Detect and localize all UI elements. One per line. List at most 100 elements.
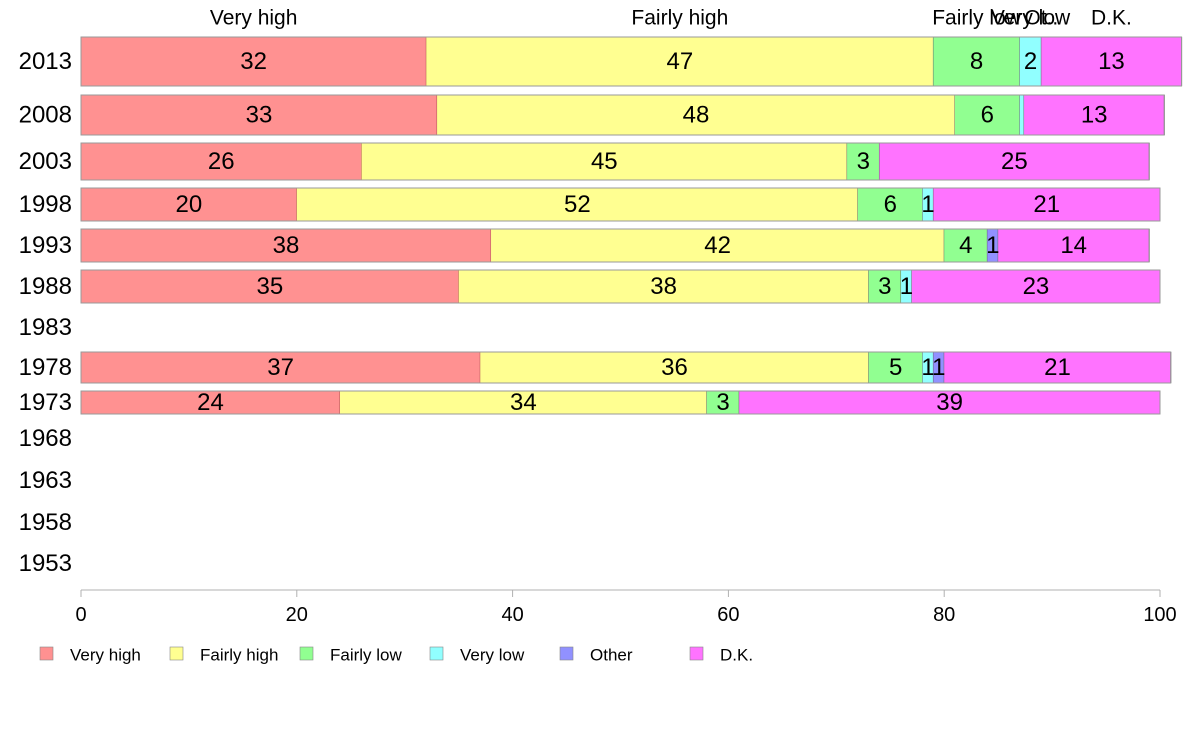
bar-2013-series-1 xyxy=(426,37,934,86)
data-label-2008-series-0: 33 xyxy=(246,102,273,129)
bar-2008-series-0 xyxy=(81,95,438,135)
data-label-2008-series-2: 6 xyxy=(981,102,994,129)
data-label-1993-series-1: 42 xyxy=(704,232,731,259)
bar-1988-series-0 xyxy=(81,270,459,303)
bar-1998-series-1 xyxy=(296,188,858,221)
bar-1978-series-0 xyxy=(81,352,481,383)
bar-outline-2003 xyxy=(80,142,1150,181)
legend-swatch-2 xyxy=(299,646,314,661)
data-label-2008-series-1: 48 xyxy=(683,102,710,129)
bar-1993-series-2 xyxy=(944,229,988,262)
data-label-1978-series-2: 5 xyxy=(889,354,902,381)
x-axis: 0 20 40 60 80 100 xyxy=(75,589,1177,626)
data-label-1988-series-0: 35 xyxy=(256,273,283,300)
data-label-1998-series-3: 1 xyxy=(921,191,934,218)
year-label-2003: 2003 xyxy=(19,148,72,175)
bar-outline-2008 xyxy=(80,94,1165,136)
year-label-1973: 1973 xyxy=(19,389,72,416)
data-label-1973-series-2: 3 xyxy=(716,389,729,416)
year-label-1978: 1978 xyxy=(19,354,72,381)
bar-1988-series-5 xyxy=(911,270,1160,303)
year-label-1953: 1953 xyxy=(19,550,72,577)
bar-1988-series-2 xyxy=(868,270,902,303)
data-label-1978-series-3: 1 xyxy=(921,354,934,381)
bar-2003-series-1 xyxy=(361,143,848,180)
bar-2008-series-2 xyxy=(954,95,1020,135)
bar-outline-1978 xyxy=(80,351,1172,384)
bar-outline-2013 xyxy=(80,36,1183,87)
year-label-1958: 1958 xyxy=(19,509,72,536)
year-label-1998: 1998 xyxy=(19,191,72,218)
bar-2013-series-3 xyxy=(1019,37,1042,86)
data-label-1988-series-2: 3 xyxy=(878,273,891,300)
data-label-1998-series-2: 6 xyxy=(884,191,897,218)
x-tick-label-40: 40 xyxy=(501,604,523,626)
legend-label-0: Very high xyxy=(70,646,141,665)
top-label-4: Ot.. xyxy=(1024,7,1058,30)
x-tick-label-20: 20 xyxy=(286,604,308,626)
year-labels: 2013 2008 2003 1998 1993 1988 1983 1978 1973 1968… xyxy=(19,48,72,577)
bar-outline-1988 xyxy=(80,269,1161,304)
x-tick-label-80: 80 xyxy=(933,604,955,626)
legend-label-5: D.K. xyxy=(720,646,753,665)
bar-1993-series-5 xyxy=(998,229,1150,262)
data-label-1993-series-0: 38 xyxy=(273,232,300,259)
data-label-2003-series-5: 25 xyxy=(1001,148,1028,175)
data-label-2013-series-1: 47 xyxy=(666,48,693,75)
bar-1998-series-5 xyxy=(933,188,1160,221)
year-label-1963: 1963 xyxy=(19,467,72,494)
year-label-1983: 1983 xyxy=(19,314,72,341)
legend-label-1: Fairly high xyxy=(200,646,278,665)
bar-2008-series-1 xyxy=(437,95,955,135)
bar-outline-1993 xyxy=(80,228,1150,263)
bar-1978-series-4 xyxy=(933,352,945,383)
bar-1998-series-2 xyxy=(857,188,923,221)
data-label-1988-series-5: 23 xyxy=(1023,273,1050,300)
data-label-1978-series-5: 21 xyxy=(1044,354,1071,381)
top-label-3: Very low xyxy=(991,7,1071,30)
bar-1973-series-5 xyxy=(739,391,1160,414)
legend-label-4: Other xyxy=(590,646,633,665)
year-label-1993: 1993 xyxy=(19,232,72,259)
x-tick-label-60: 60 xyxy=(717,604,739,626)
top-label-1: Fairly high xyxy=(631,7,728,30)
legend-swatch-5 xyxy=(689,646,704,661)
x-tick-label-100: 100 xyxy=(1143,604,1176,626)
data-label-1988-series-3: 1 xyxy=(900,273,913,300)
year-label-1988: 1988 xyxy=(19,273,72,300)
bar-1978-series-5 xyxy=(944,352,1171,383)
data-label-1973-series-1: 34 xyxy=(510,389,537,416)
x-tick-label-0: 0 xyxy=(75,604,86,626)
bar-1993-series-1 xyxy=(491,229,945,262)
data-label-2008-series-5: 13 xyxy=(1081,102,1108,129)
data-label-2003-series-0: 26 xyxy=(208,148,235,175)
bar-1978-series-1 xyxy=(480,352,869,383)
data-label-2013-series-5: 13 xyxy=(1098,48,1125,75)
data-label-2003-series-2: 3 xyxy=(857,148,870,175)
bar-2003-series-2 xyxy=(847,143,880,180)
year-label-1968: 1968 xyxy=(19,425,72,452)
bar-2003-series-0 xyxy=(81,143,362,180)
top-label-2: Fairly low xyxy=(932,7,1022,30)
bar-2013-series-0 xyxy=(81,37,427,86)
legend: Very high Fairly high Fairly low Very low Ot… xyxy=(39,646,753,665)
data-label-1993-series-4: 1 xyxy=(986,232,999,259)
top-label-5: D.K. xyxy=(1091,7,1132,30)
bar-1973-series-2 xyxy=(706,391,740,414)
data-label-2003-series-1: 45 xyxy=(591,148,618,175)
legend-swatch-0 xyxy=(39,646,54,661)
data-label-1993-series-5: 14 xyxy=(1060,232,1087,259)
bar-1973-series-1 xyxy=(339,391,707,414)
year-label-2008: 2008 xyxy=(19,102,72,129)
data-label-1973-series-5: 39 xyxy=(936,389,963,416)
legend-swatch-3 xyxy=(429,646,444,661)
bar-2003-series-5 xyxy=(879,143,1150,180)
bar-2008-series-3 xyxy=(1019,95,1025,135)
data-label-1978-series-0: 37 xyxy=(267,354,294,381)
bar-1988-series-1 xyxy=(458,270,869,303)
top-label-0: Very high xyxy=(210,7,298,30)
legend-swatch-1 xyxy=(169,646,184,661)
data-label-1978-series-1: 36 xyxy=(661,354,688,381)
